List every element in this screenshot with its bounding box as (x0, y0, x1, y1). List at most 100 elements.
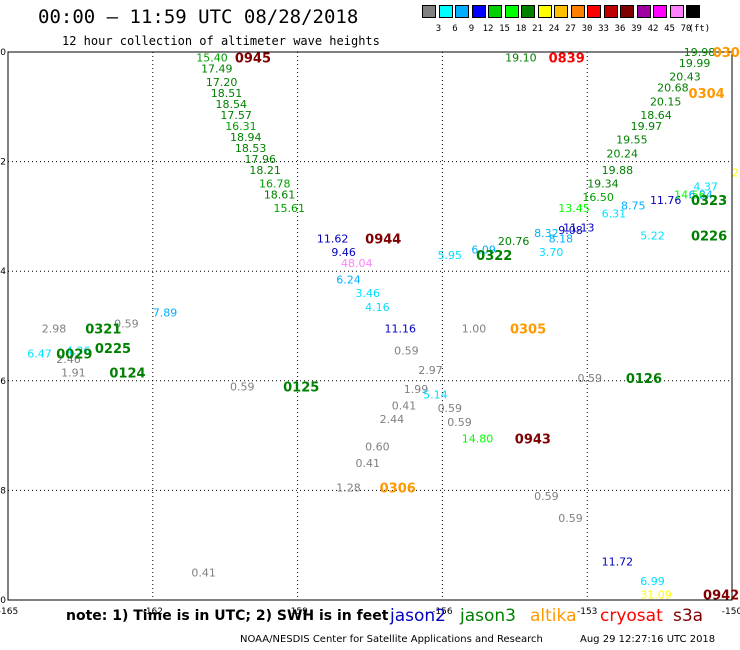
wave-height-point: 0.59 (578, 372, 603, 385)
satellite-s3a: s3a (673, 606, 704, 626)
pass-time-label: 0029 (56, 347, 92, 362)
wave-height-point: 0.41 (191, 567, 216, 580)
wave-height-point: 48.04 (341, 257, 373, 270)
y-tick-label: -64 (0, 267, 6, 277)
x-tick-label: -162 (143, 607, 163, 617)
x-tick-label: -156 (432, 607, 453, 617)
wave-height-point: 16.31 (225, 120, 257, 133)
wave-height-point: 1.91 (61, 367, 86, 380)
wave-height-point: 18.61 (264, 188, 296, 201)
legend-swatch (504, 5, 519, 18)
wave-height-point: 17.49 (201, 62, 233, 75)
wave-height-point: 16.50 (582, 191, 614, 204)
legend-label: 12 (482, 24, 494, 34)
wave-height-point: 5.14 (423, 389, 448, 402)
wave-height-point: 11.76 (650, 194, 682, 207)
y-tick-label: -68 (0, 486, 6, 496)
wave-height-point: 18.51 (211, 87, 243, 100)
legend-label: 33 (598, 24, 609, 34)
y-tick-label: -66 (0, 377, 6, 387)
pass-time-label: 0303 (713, 46, 740, 61)
wave-height-point: 0.41 (392, 399, 417, 412)
wave-height-point: 17.57 (220, 109, 252, 122)
wave-height-point: 0.59 (394, 345, 419, 358)
wave-height-point: 18.64 (640, 109, 672, 122)
wave-height-point: 18.21 (249, 164, 280, 177)
legend-label: 30 (581, 24, 593, 34)
wave-height-point: 8.18 (549, 232, 574, 245)
wave-height-point: 11.72 (602, 556, 634, 569)
legend-swatch (570, 5, 585, 18)
legend-swatch (603, 5, 618, 18)
legend-label: 15 (499, 24, 510, 34)
wave-height-point: 0.41 (356, 457, 381, 470)
x-tick-label: -150 (722, 607, 740, 617)
legend-label: 70 (680, 24, 692, 34)
wave-height-point: 19.97 (631, 120, 663, 133)
legend-label: 36 (614, 24, 626, 34)
satellite-jason3: jason3 (460, 606, 516, 626)
wave-height-point: 18.54 (216, 98, 248, 111)
wave-height-point: 18.94 (230, 131, 262, 144)
pass-time-label: 0945 (235, 51, 271, 66)
x-tick-label: -153 (577, 607, 597, 617)
pass-time-label: 0304 (689, 87, 725, 102)
wave-height-point: 6.24 (336, 273, 361, 286)
wave-height-point: 2.46 (56, 353, 80, 366)
wave-height-point: 4.36 (66, 345, 91, 358)
pass-time-label: 0322 (476, 249, 512, 264)
generated-timestamp: Aug 29 12:27:16 UTC 2018 (580, 634, 716, 645)
pass-time-label: 0942 (703, 589, 739, 604)
wave-height-point: 2 (732, 167, 739, 180)
wave-height-point: 6.24 (689, 188, 714, 201)
x-tick-label: -159 (287, 607, 308, 617)
wave-height-point: 0.59 (558, 512, 583, 525)
wave-height-point: 6.47 (27, 347, 52, 360)
satellite-jason2: jason2 (390, 606, 446, 626)
legend-swatch (422, 5, 436, 18)
legend-swatch (653, 5, 667, 18)
pass-time-label: 0226 (691, 230, 727, 245)
credit-line: NOAA/NESDIS Center for Satellite Applica… (240, 634, 543, 645)
pass-time-label: 0125 (283, 380, 319, 395)
legend-label: 6 (452, 24, 458, 34)
legend-label: 3 (435, 24, 442, 34)
legend-label: 24 (548, 24, 560, 34)
legend-swatch (521, 5, 535, 18)
wave-height-point: 9.46 (331, 246, 356, 259)
wave-height-point: 0.59 (447, 416, 472, 429)
legend-swatch (455, 5, 469, 18)
wave-height-point: 13.45 (558, 202, 590, 215)
pass-time-label: 0225 (95, 342, 131, 357)
legend-label: 45 (664, 24, 675, 34)
wave-height-point: 11.62 (317, 232, 349, 245)
pass-time-label: 0124 (109, 367, 145, 382)
legend-swatch (488, 5, 502, 18)
wave-height-point: 6.09 (471, 243, 496, 256)
y-tick-label: -70 (0, 596, 6, 606)
pass-time-label: 0323 (691, 194, 727, 209)
wave-height-point: 11.16 (384, 323, 416, 336)
wave-height-point: 1.99 (404, 383, 429, 396)
pass-time-label: 0943 (515, 432, 551, 447)
wave-height-point: 16.78 (259, 178, 291, 191)
wave-height-point: 17.96 (245, 153, 276, 166)
wave-height-point: 1.28 (336, 482, 361, 495)
satellite-cryosat: cryosat (600, 606, 663, 626)
legend-label: 27 (565, 24, 576, 34)
wave-height-point: 0.59 (230, 380, 255, 393)
wave-height-point: 0.59 (114, 317, 139, 330)
x-tick-label: -165 (0, 607, 18, 617)
pass-time-label: 0305 (510, 323, 546, 338)
wave-height-point: 19.88 (602, 164, 634, 177)
wave-height-point: 11.13 (563, 221, 595, 234)
legend-label: 9 (468, 24, 475, 34)
wave-height-point: 3.70 (539, 246, 564, 259)
wave-height-point: 20.15 (650, 95, 682, 108)
wave-height-point: 4.16 (365, 301, 390, 314)
legend-swatch (587, 5, 601, 18)
wave-height-point: 5.95 (438, 249, 463, 262)
wave-height-point: 9.08 (558, 224, 583, 237)
legend-unit: (ft) (688, 24, 711, 34)
